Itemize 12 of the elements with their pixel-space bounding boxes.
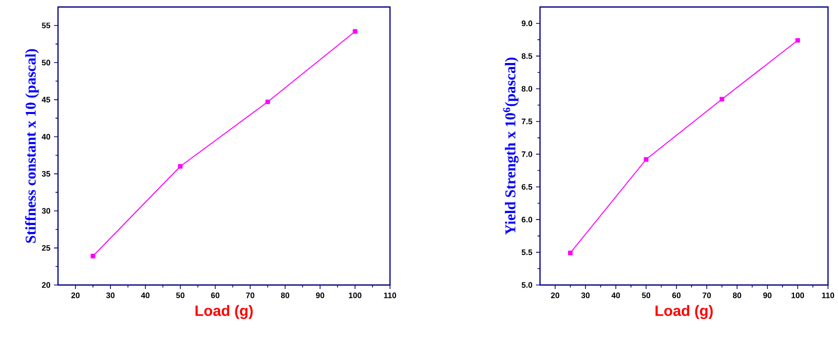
point [795,38,800,43]
x-axis-title: Load (g) [196,305,253,320]
point [352,29,358,34]
point [720,96,724,102]
point [265,100,270,104]
point [178,164,183,169]
y-axis-title: Yield Strength x 10$^{6}$(pascal) [503,58,519,235]
y-axis-title: Stiffness constant x 10 (pascal) [25,49,39,243]
point [90,254,96,258]
x-axis-title: Load (g) [656,305,713,320]
point [568,250,573,256]
point [644,157,648,162]
